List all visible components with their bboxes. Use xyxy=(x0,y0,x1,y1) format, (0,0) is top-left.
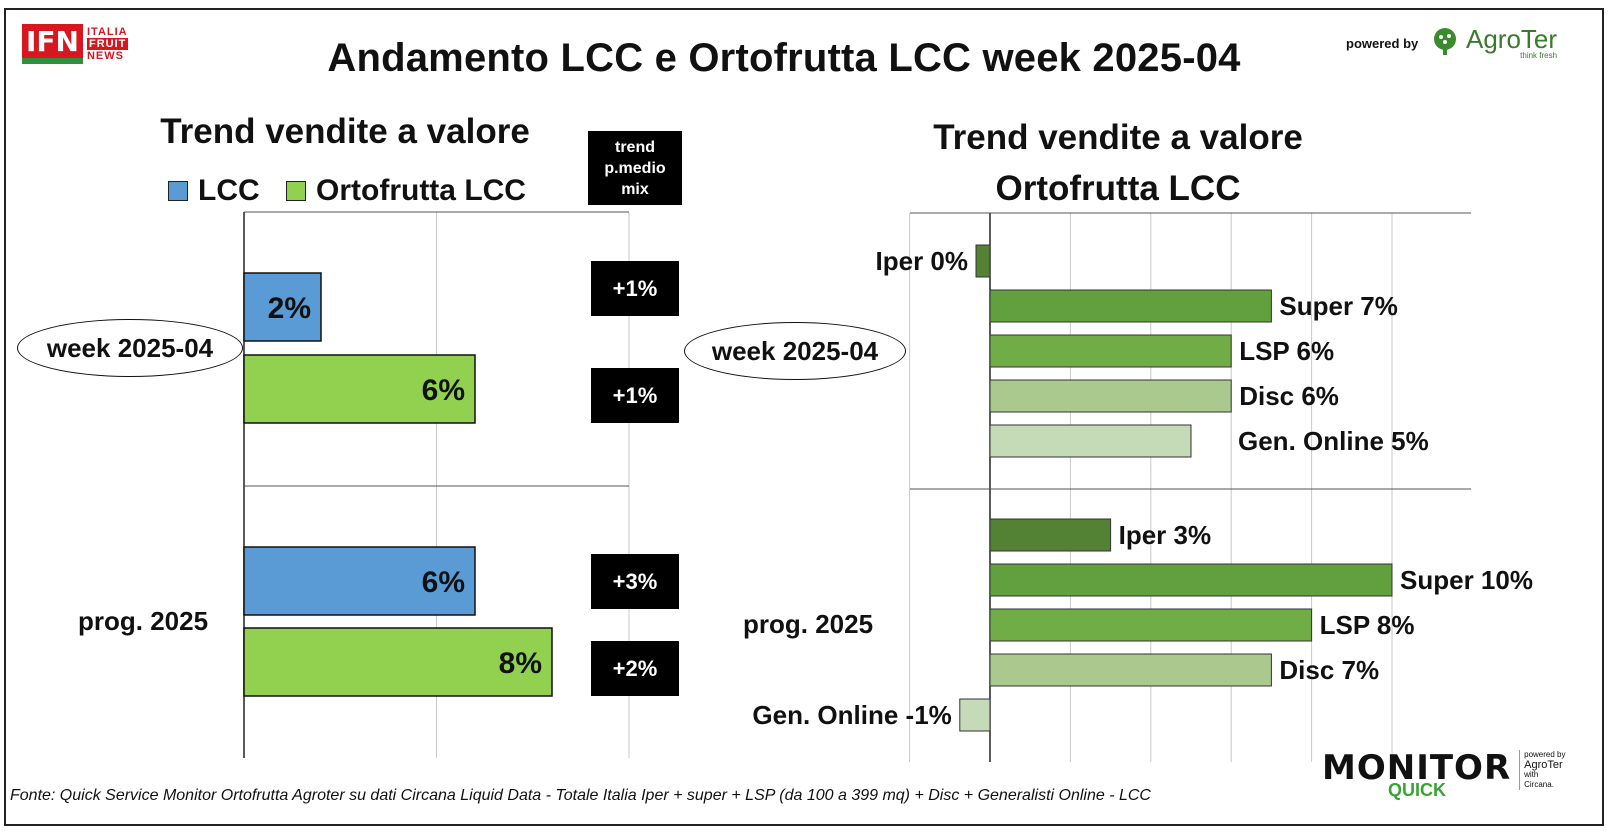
ifn-logo-mark: IFN xyxy=(22,24,83,64)
segment-data-label: Iper 3% xyxy=(1119,520,1212,550)
right-subtitle: Trend vendite a valore Ortofrutta LCC xyxy=(880,112,1356,214)
left-subtitle: Trend vendite a valore xyxy=(160,112,530,151)
quick-logo-text: QUICK xyxy=(1388,780,1446,800)
legend-label: Ortofrutta LCC xyxy=(316,174,526,207)
agroter-name: AgroTer xyxy=(1466,24,1558,54)
ifn-logo-line: FRUIT xyxy=(86,38,129,50)
segment-bar xyxy=(989,518,1112,552)
monitor-logo-text: MONITOR xyxy=(1322,748,1512,788)
segment-data-label: Super 10% xyxy=(1400,565,1533,595)
bar-ortofrutta-lcc xyxy=(243,354,476,424)
segment-bar xyxy=(989,563,1393,597)
monitor-powered-block: powered by AgroTer with Circana. xyxy=(1519,750,1565,790)
bar-data-label: 2% xyxy=(268,292,311,325)
price-trend-box: +1% xyxy=(591,261,679,316)
category-label-week: week 2025-04 xyxy=(17,319,243,377)
segment-bar xyxy=(959,698,991,732)
tree-icon xyxy=(1434,28,1456,55)
powered-by-label: powered by xyxy=(1346,36,1419,51)
right-subtitle-line: Ortofrutta LCC xyxy=(995,169,1241,208)
price-trend-box: +2% xyxy=(591,641,679,696)
category-label-prog: prog. 2025 xyxy=(78,606,209,636)
segment-bar xyxy=(989,653,1272,687)
category-label-week: week 2025-04 xyxy=(684,322,906,380)
monitor-powered-line: Circana. xyxy=(1524,780,1554,789)
agroter-logo: AgroTer think fresh xyxy=(1430,24,1557,60)
segment-bar xyxy=(975,244,991,278)
segment-data-label: Iper 0% xyxy=(876,246,969,276)
ifn-logo-line: NEWS xyxy=(86,50,124,62)
segment-data-label: LSP 8% xyxy=(1320,610,1415,640)
segment-bar xyxy=(989,608,1313,642)
monitor-powered-line: with xyxy=(1524,770,1539,779)
monitor-powered-line: AgroTer xyxy=(1524,759,1563,771)
category-label-prog: prog. 2025 xyxy=(743,609,874,639)
price-trend-box: +1% xyxy=(591,368,679,423)
chart-frame xyxy=(4,8,1604,826)
legend-swatch-lcc xyxy=(168,181,188,201)
segment-bar xyxy=(989,379,1232,413)
bar-data-label: 6% xyxy=(422,566,465,599)
segment-data-label: Disc 7% xyxy=(1279,655,1379,685)
segment-data-label: Gen. Online 5% xyxy=(1238,426,1429,456)
ifn-logo: IFN ITALIA FRUIT NEWS xyxy=(22,24,129,64)
bar-ortofrutta-lcc xyxy=(243,627,553,697)
bar-data-label: 6% xyxy=(422,374,465,407)
bar-lcc xyxy=(243,546,476,616)
segment-bar xyxy=(989,334,1232,368)
segment-data-label: Super 7% xyxy=(1279,291,1398,321)
legend-swatch-ortofrutta xyxy=(286,181,306,201)
legend-item-ortofrutta: Ortofrutta LCC xyxy=(286,174,526,208)
price-trend-box: +3% xyxy=(591,554,679,609)
price-trend-header: trend p.medio mix xyxy=(588,131,682,205)
segment-data-label: Disc 6% xyxy=(1239,381,1339,411)
bar-data-label: 8% xyxy=(499,647,542,680)
ifn-logo-line: ITALIA xyxy=(86,26,128,38)
legend-label: LCC xyxy=(198,174,260,207)
ifn-logo-sub: ITALIA FRUIT NEWS xyxy=(86,26,129,62)
monitor-powered-line: powered by xyxy=(1524,750,1566,759)
monitor-quick-logo: MONITOR QUICK powered by AgroTer with Ci… xyxy=(1322,748,1565,801)
segment-data-label: LSP 6% xyxy=(1239,336,1334,366)
agroter-tagline: think fresh xyxy=(1520,51,1558,60)
source-note: Fonte: Quick Service Monitor Ortofrutta … xyxy=(10,787,1151,804)
left-bar-chart: 2% 6% 6% 8% xyxy=(243,211,630,758)
page-title: Andamento LCC e Ortofrutta LCC week 2025… xyxy=(327,36,1241,80)
segment-bar xyxy=(989,424,1192,458)
segment-bar xyxy=(989,289,1272,323)
right-subtitle-line: Trend vendite a valore xyxy=(933,118,1303,157)
segment-data-label: Gen. Online -1% xyxy=(752,700,951,730)
bar-lcc xyxy=(243,272,322,342)
legend-item-lcc: LCC xyxy=(168,174,260,208)
